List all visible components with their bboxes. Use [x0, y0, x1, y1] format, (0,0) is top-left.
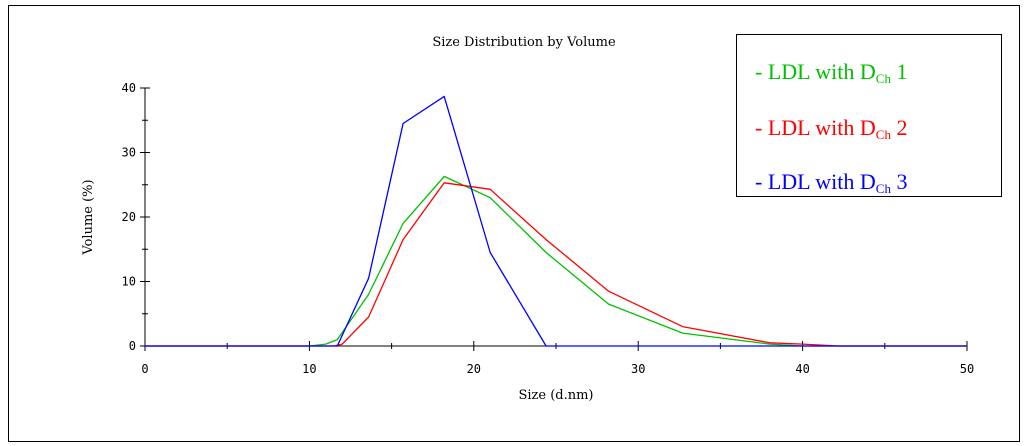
y-tick-label-20: 20 [122, 210, 136, 224]
legend-item-1: - LDL with DCh 1 [755, 59, 907, 85]
legend-item-2: - LDL with DCh 2 [755, 115, 907, 141]
y-tick-label-30: 30 [122, 146, 136, 160]
series-line-2 [145, 182, 967, 347]
y-ticks: 0 10 20 30 40 [122, 81, 150, 353]
legend-item-2-prefix: - LDL with D [755, 115, 876, 140]
y-tick-label-40: 40 [122, 81, 136, 95]
x-tick-label-50: 50 [960, 362, 974, 376]
legend-item-2-sub: Ch [875, 127, 891, 142]
legend-item-2-suffix: 2 [890, 115, 908, 140]
legend-item-1-sub: Ch [875, 71, 891, 86]
x-axis-label: Size (d.nm) [518, 388, 593, 403]
legend-item-3-suffix: 3 [890, 169, 908, 194]
legend-item-3-prefix: - LDL with D [755, 169, 876, 194]
y-axis-label: Volume (%) [81, 179, 96, 255]
legend-item-1-suffix: 1 [890, 59, 908, 84]
legend-item-3-sub: Ch [875, 181, 891, 196]
series-line-1 [145, 175, 967, 347]
x-tick-label-40: 40 [795, 362, 809, 376]
legend: - LDL with DCh 1 - LDL with DCh 2 - LDL … [736, 34, 1002, 197]
x-tick-label-30: 30 [631, 362, 645, 376]
chart-title: Size Distribution by Volume [432, 35, 616, 50]
x-tick-label-20: 20 [467, 362, 481, 376]
series-line-3 [145, 95, 967, 347]
x-ticks: 0 10 20 30 40 50 [141, 341, 974, 376]
y-tick-label-0: 0 [129, 339, 136, 353]
legend-item-1-prefix: - LDL with D [755, 59, 876, 84]
x-tick-label-0: 0 [141, 362, 148, 376]
y-tick-label-10: 10 [122, 275, 136, 289]
series-group [145, 95, 967, 347]
legend-item-3: - LDL with DCh 3 [755, 169, 907, 195]
x-tick-label-10: 10 [302, 362, 316, 376]
